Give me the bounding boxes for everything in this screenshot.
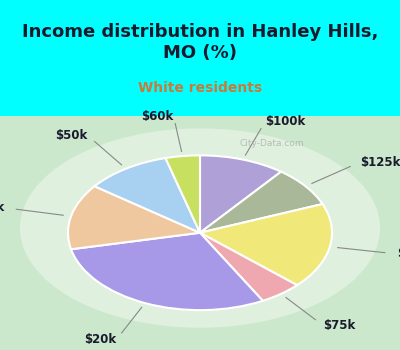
Text: Income distribution in Hanley Hills,
MO (%): Income distribution in Hanley Hills, MO …	[22, 23, 378, 62]
Ellipse shape	[20, 128, 380, 328]
Wedge shape	[200, 155, 281, 233]
Wedge shape	[166, 155, 200, 233]
Wedge shape	[94, 158, 200, 233]
Text: $50k: $50k	[56, 129, 88, 142]
Text: $150k: $150k	[397, 247, 400, 260]
Wedge shape	[200, 204, 332, 285]
Text: $75k: $75k	[323, 319, 355, 332]
Text: $125k: $125k	[360, 156, 400, 169]
Text: $20k: $20k	[84, 333, 117, 346]
Text: $40k: $40k	[0, 201, 5, 214]
Text: $60k: $60k	[141, 110, 174, 123]
Text: City-Data.com: City-Data.com	[240, 139, 305, 148]
Wedge shape	[71, 233, 263, 310]
Wedge shape	[200, 233, 297, 301]
Ellipse shape	[100, 175, 300, 281]
Wedge shape	[68, 186, 200, 249]
Text: White residents: White residents	[138, 81, 262, 95]
Text: $100k: $100k	[265, 116, 305, 128]
Wedge shape	[200, 172, 322, 233]
